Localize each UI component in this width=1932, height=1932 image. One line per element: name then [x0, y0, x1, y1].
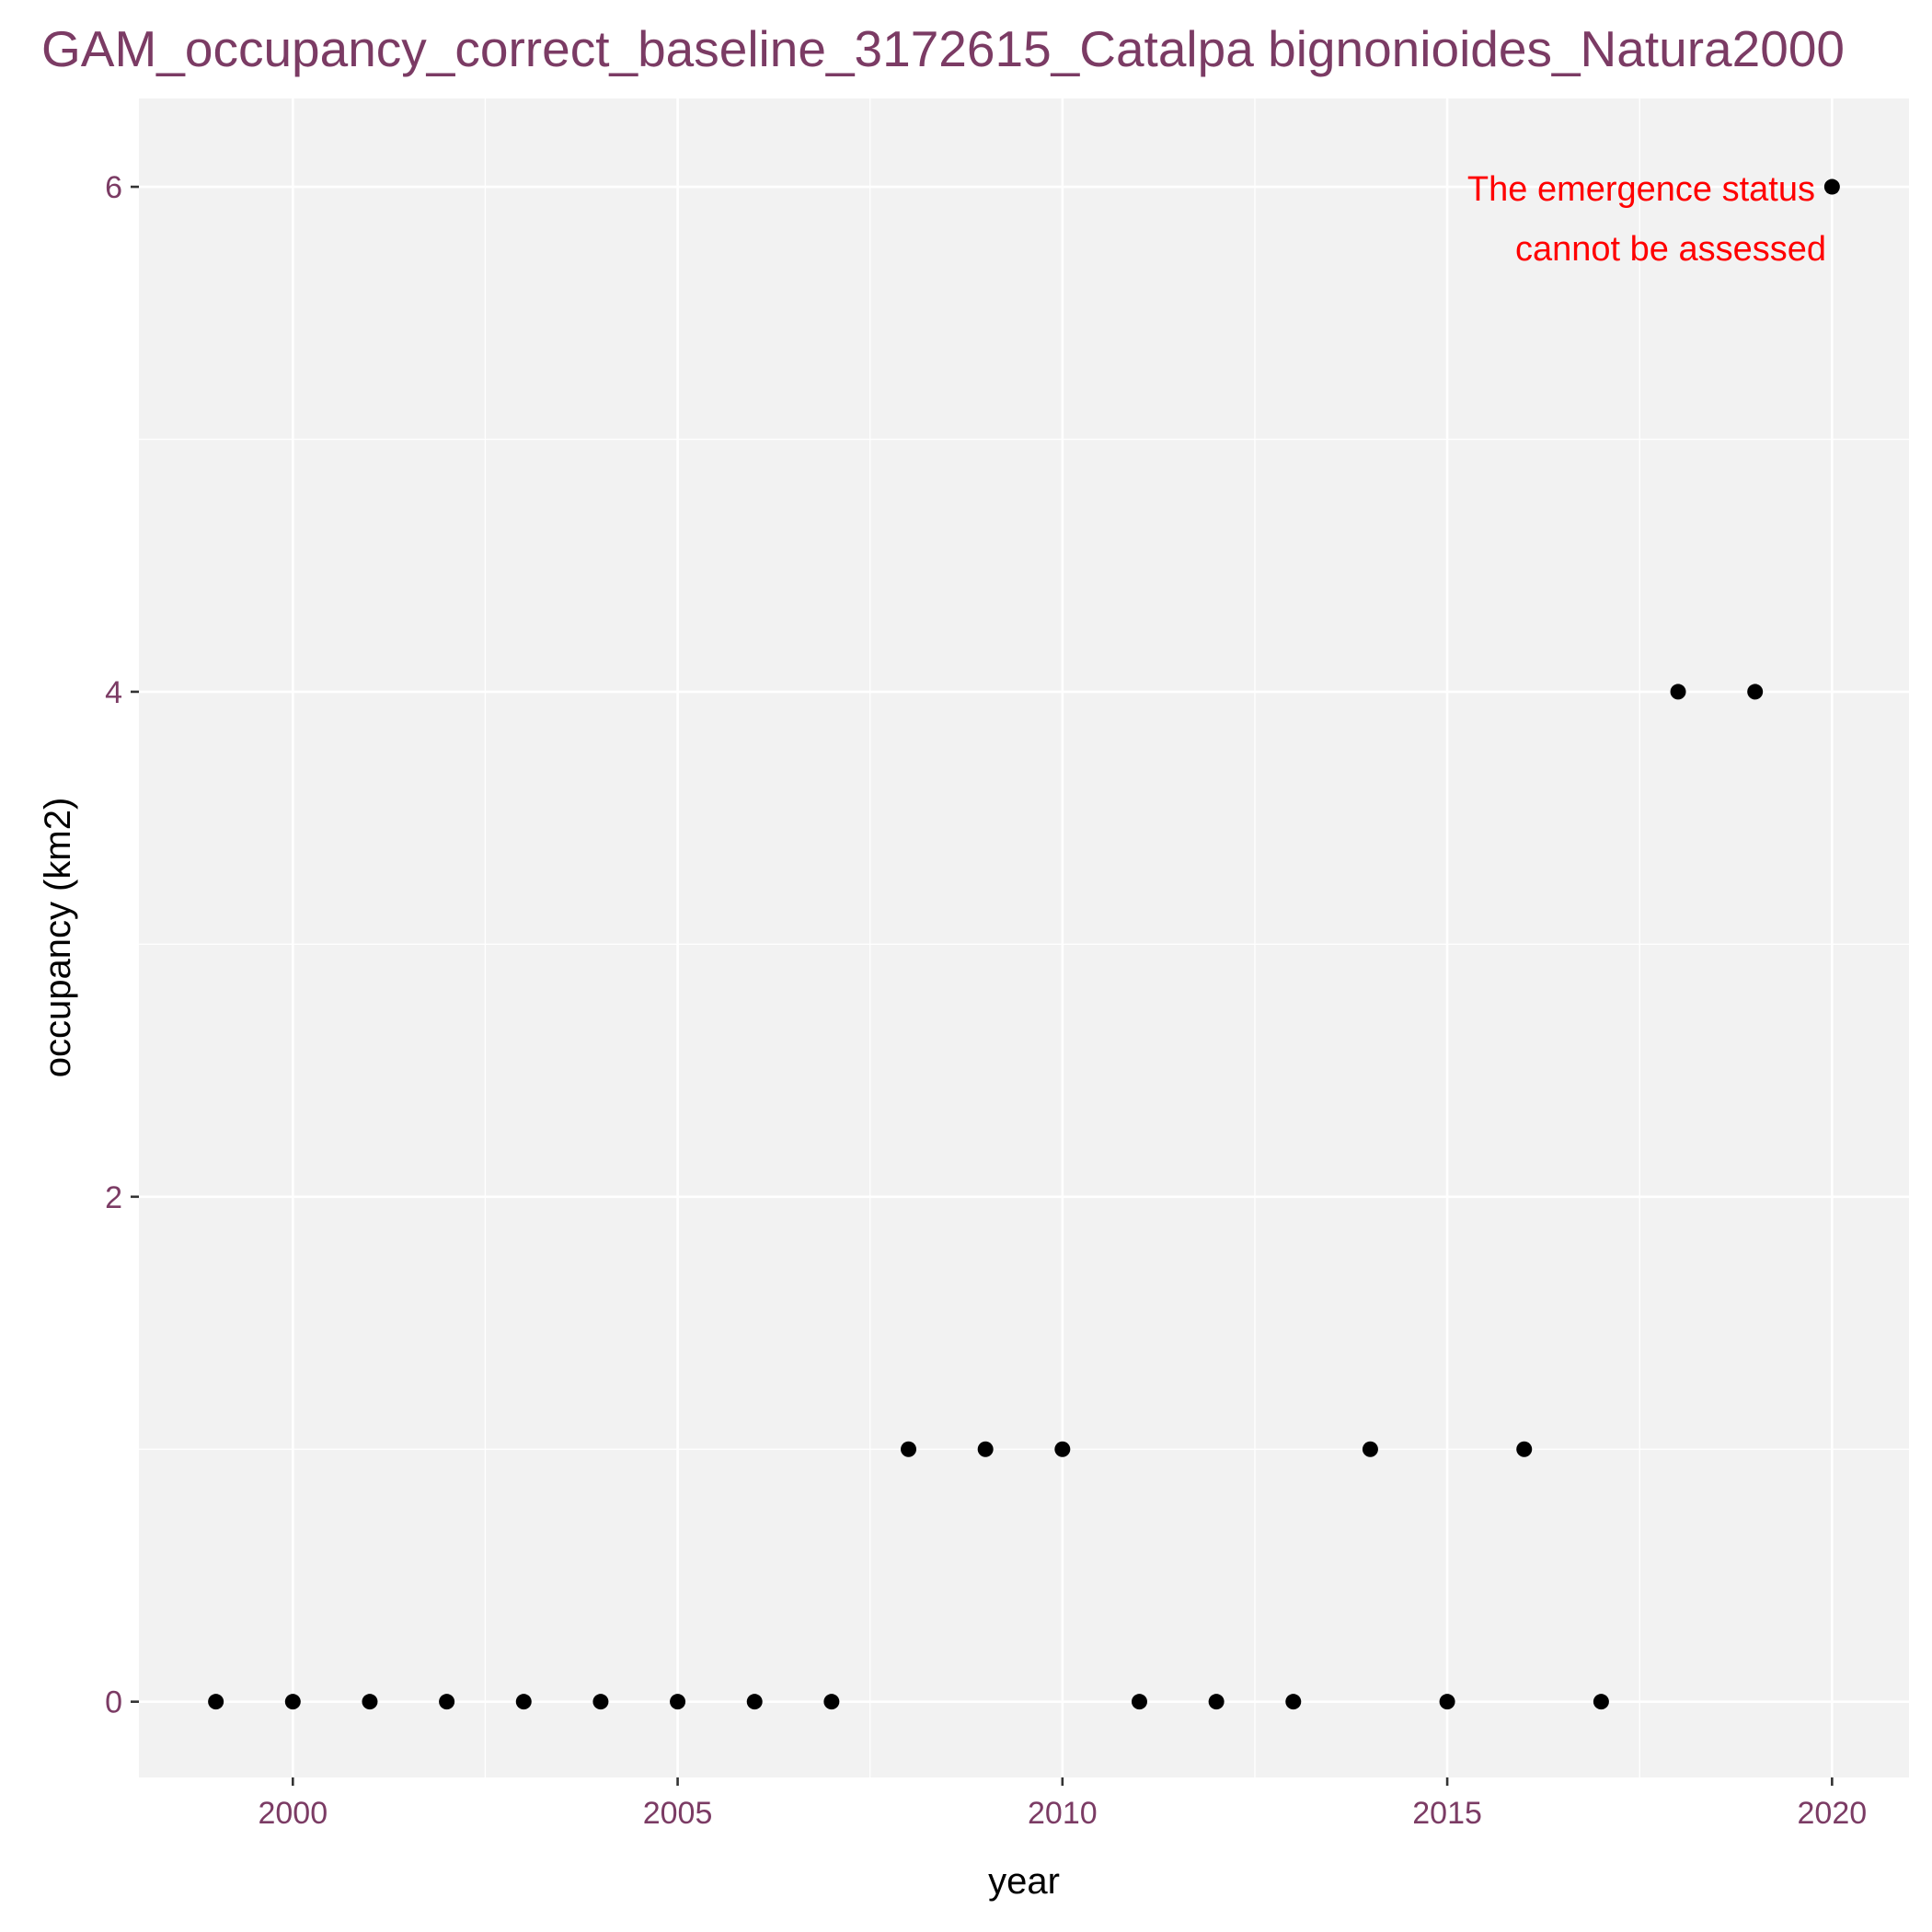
data-point: [1593, 1694, 1609, 1710]
y-axis-title: occupancy (km2): [38, 798, 78, 1078]
data-point: [746, 1694, 763, 1710]
data-point: [362, 1694, 378, 1710]
data-point: [1054, 1441, 1071, 1457]
x-tick-label: 2000: [258, 1796, 328, 1831]
annotation-line: cannot be assessed: [1515, 230, 1826, 269]
data-point: [1285, 1694, 1302, 1710]
data-point: [284, 1694, 301, 1710]
x-tick-label: 2005: [643, 1796, 713, 1831]
grid-lines: [139, 98, 1909, 1777]
data-point: [1823, 178, 1840, 195]
y-tick-label: 2: [105, 1180, 122, 1215]
data-point: [670, 1694, 686, 1710]
y-tick-label: 0: [105, 1685, 122, 1720]
x-tick-label: 2020: [1798, 1796, 1868, 1831]
data-point: [823, 1694, 840, 1710]
y-tick-label: 6: [105, 170, 122, 205]
data-point: [208, 1694, 224, 1710]
data-point: [515, 1694, 532, 1710]
data-point: [1131, 1694, 1147, 1710]
y-tick-label: 4: [105, 675, 122, 710]
data-point: [977, 1441, 994, 1457]
x-tick-label: 2010: [1028, 1796, 1098, 1831]
data-point: [901, 1441, 917, 1457]
annotation-line: The emergence status: [1467, 170, 1815, 209]
data-point: [592, 1694, 609, 1710]
data-point: [1362, 1441, 1378, 1457]
data-point: [1208, 1694, 1225, 1710]
data-point: [1439, 1694, 1455, 1710]
data-point: [1670, 684, 1686, 700]
plot-panel: [139, 98, 1909, 1777]
chart-title: GAM_occupancy_correct_baseline_3172615_C…: [41, 20, 1845, 77]
axis-ticks: 2000 2005 2010 2015 2020 0 2 4 6: [105, 170, 1867, 1831]
x-tick-label: 2015: [1412, 1796, 1482, 1831]
data-point: [1516, 1441, 1533, 1457]
x-axis-title: year: [988, 1861, 1060, 1902]
data-points: [208, 178, 1840, 1710]
annotation: The emergence status cannot be assessed: [1467, 170, 1826, 269]
data-point: [439, 1694, 455, 1710]
data-point: [1747, 684, 1764, 700]
